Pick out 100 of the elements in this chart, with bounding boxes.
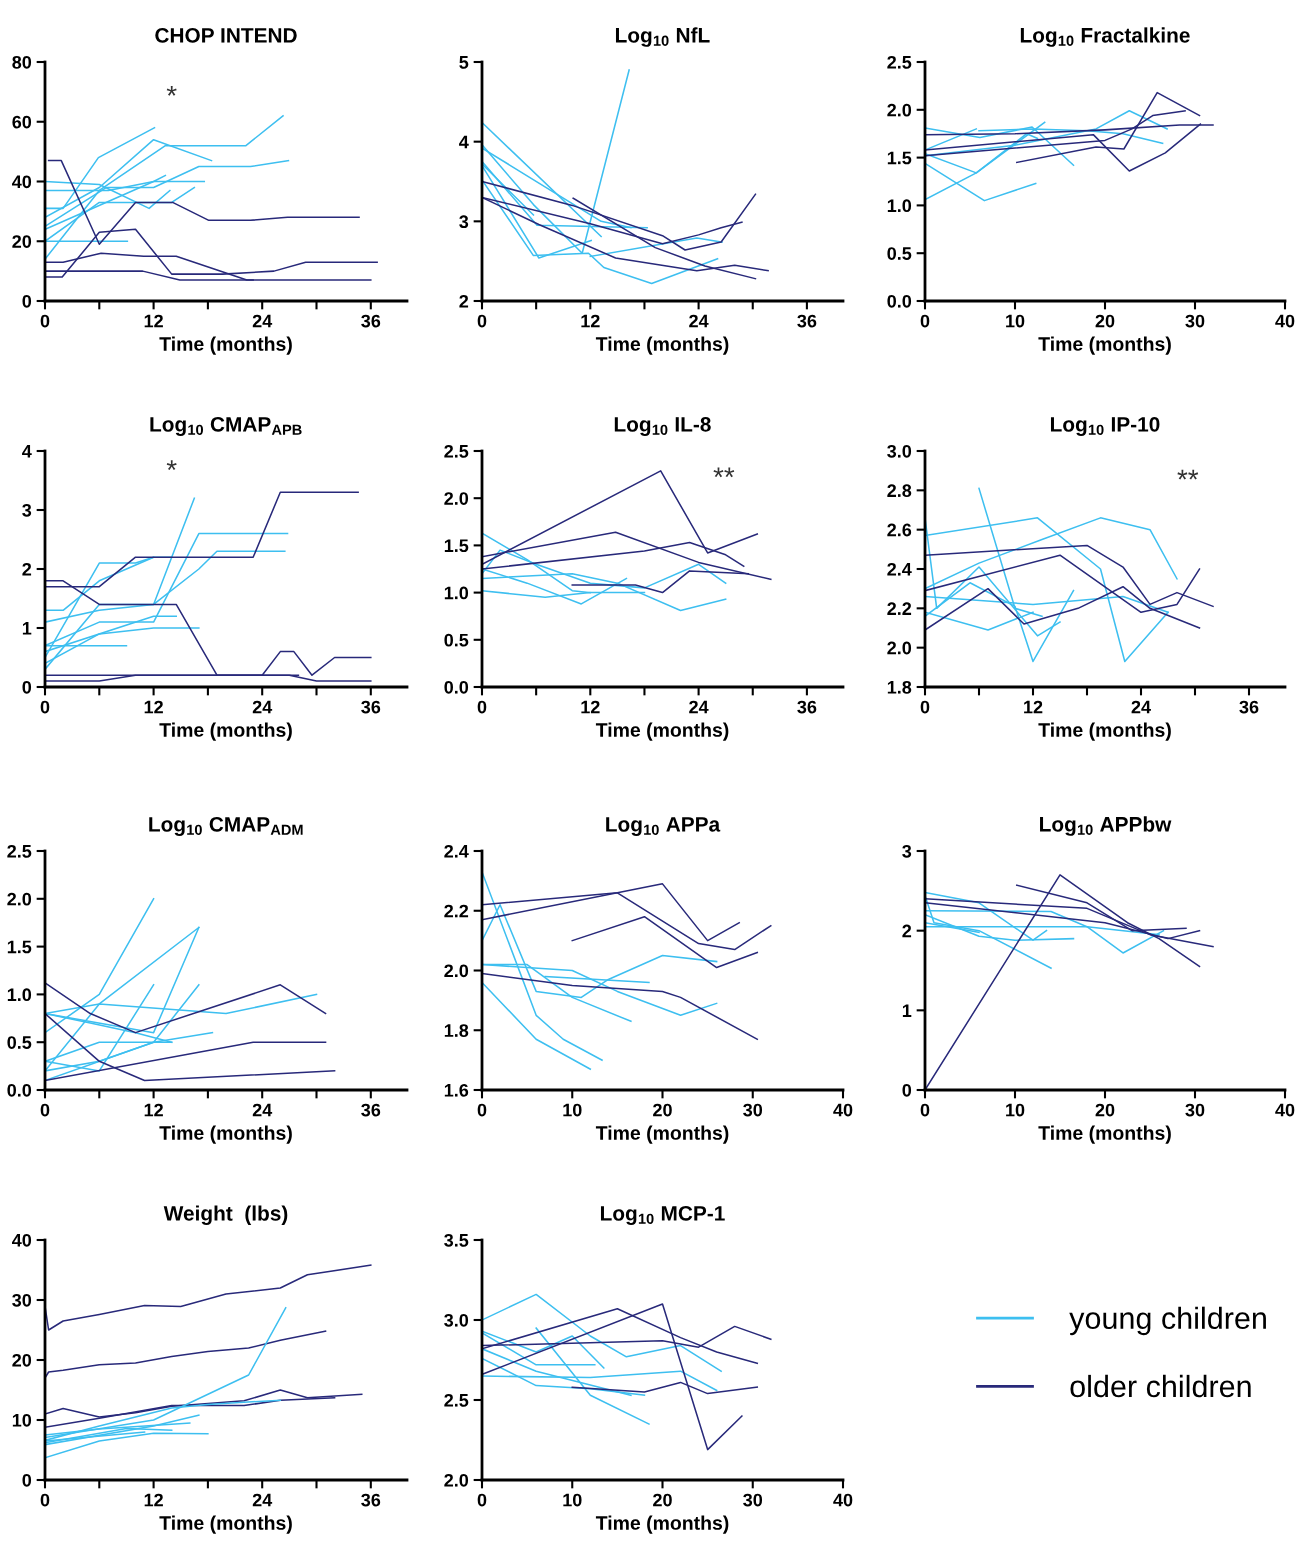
y-tick-label: 2.0 xyxy=(887,641,912,655)
y-tick-label: 1 xyxy=(22,622,32,635)
x-tick-label: 0 xyxy=(920,314,930,328)
x-tick-label: 10 xyxy=(1006,314,1025,328)
x-axis-title: Time (months) xyxy=(159,1125,292,1144)
y-tick-label: 1.5 xyxy=(887,151,912,165)
y-tick-label: 0 xyxy=(22,1473,32,1487)
y-tick-label: 2.0 xyxy=(7,892,32,906)
x-tick-label: 24 xyxy=(689,314,709,328)
x-tick-label: 12 xyxy=(144,1103,163,1117)
chart-title: Log$_{10}$ APPbw xyxy=(1040,816,1172,836)
chart-title: Log$_{10}$ NfL xyxy=(615,27,710,47)
x-tick-label: 24 xyxy=(689,700,709,714)
y-tick-label: 60 xyxy=(12,115,32,129)
y-tick-label: 1.8 xyxy=(887,680,912,694)
x-tick-label: 0 xyxy=(40,1103,50,1117)
y-tick-label: 1.0 xyxy=(887,199,912,213)
y-tick-label: 2.5 xyxy=(7,844,32,858)
x-tick-label: 12 xyxy=(144,314,163,328)
x-tick-label: 36 xyxy=(1239,700,1259,714)
x-tick-label: 36 xyxy=(361,700,381,714)
y-tick-label: 0 xyxy=(22,680,32,694)
x-axis-title: Time (months) xyxy=(595,1125,729,1144)
x-tick-label: 10 xyxy=(563,1493,582,1507)
x-tick-label: 0 xyxy=(40,1493,50,1507)
x-tick-label: 30 xyxy=(743,1493,763,1507)
y-tick-label: 2.5 xyxy=(887,55,912,69)
x-tick-label: 24 xyxy=(252,314,273,328)
x-tick-label: 12 xyxy=(1024,700,1043,714)
chart-title: Log$_{10}$ MCP-1 xyxy=(600,1205,725,1225)
y-tick-label: 2.0 xyxy=(444,492,469,505)
x-axis-title: Time (months) xyxy=(595,722,729,741)
y-tick-label: 1.8 xyxy=(444,1024,469,1037)
annotation: * xyxy=(166,85,177,96)
chart-title: CHOP INTEND xyxy=(155,28,297,43)
x-tick-label: 12 xyxy=(581,700,600,714)
y-tick-label: 4 xyxy=(459,135,469,149)
x-tick-label: 36 xyxy=(797,314,817,328)
x-tick-label: 20 xyxy=(653,1493,672,1507)
y-tick-label: 0.5 xyxy=(887,247,912,260)
y-tick-label: 3 xyxy=(902,844,912,858)
y-tick-label: 3.0 xyxy=(887,444,912,458)
y-tick-label: 20 xyxy=(12,1353,32,1367)
x-tick-label: 0 xyxy=(40,700,50,714)
x-tick-label: 0 xyxy=(40,314,50,328)
chart-title: Log$_{10}$ IP-10 xyxy=(1050,416,1160,436)
chart-title: Log$_{10}$ CMAP$_{ADM}$ xyxy=(149,816,303,836)
x-tick-label: 30 xyxy=(743,1103,763,1117)
x-tick-label: 40 xyxy=(833,1103,853,1117)
x-tick-label: 36 xyxy=(797,700,817,714)
y-tick-label: 2.8 xyxy=(887,484,912,498)
x-tick-label: 36 xyxy=(361,314,381,328)
x-tick-label: 0 xyxy=(920,700,930,714)
y-tick-label: 1.5 xyxy=(444,539,469,553)
legend-label: young children xyxy=(1069,1306,1266,1336)
y-tick-label: 2 xyxy=(459,294,469,308)
y-tick-label: 3 xyxy=(22,503,32,517)
x-tick-label: 10 xyxy=(563,1103,582,1117)
x-tick-label: 24 xyxy=(252,1103,273,1117)
y-tick-label: 2.6 xyxy=(887,523,912,537)
y-tick-label: 0.5 xyxy=(7,1036,32,1049)
x-axis-title: Time (months) xyxy=(595,336,729,355)
x-tick-label: 30 xyxy=(1185,314,1205,328)
x-tick-label: 40 xyxy=(1275,314,1295,328)
x-tick-label: 36 xyxy=(361,1103,381,1117)
y-tick-label: 2.5 xyxy=(444,444,469,458)
x-axis-title: Time (months) xyxy=(1038,336,1171,355)
y-tick-label: 40 xyxy=(12,1233,32,1247)
x-axis-title: Time (months) xyxy=(159,336,292,355)
y-tick-label: 3.5 xyxy=(444,1233,469,1247)
chart-title: Log$_{10}$ CMAP$_{APB}$ xyxy=(150,416,302,436)
y-tick-label: 2.2 xyxy=(887,602,912,615)
y-tick-label: 0.0 xyxy=(444,680,469,694)
y-tick-label: 0.5 xyxy=(444,633,469,647)
x-tick-label: 40 xyxy=(833,1493,853,1507)
annotation: ** xyxy=(1177,469,1199,480)
x-axis-title: Time (months) xyxy=(159,1515,292,1534)
x-axis-title: Time (months) xyxy=(1038,1125,1171,1144)
y-tick-label: 1.5 xyxy=(7,940,32,954)
x-tick-label: 36 xyxy=(361,1493,381,1507)
chart-title: Log$_{10}$ Fractalkine xyxy=(1020,27,1190,47)
y-tick-label: 2.0 xyxy=(444,964,469,978)
x-tick-label: 12 xyxy=(144,1493,163,1507)
y-tick-label: 3.0 xyxy=(444,1313,469,1327)
x-tick-label: 0 xyxy=(477,1103,487,1117)
x-tick-label: 12 xyxy=(581,314,600,328)
y-tick-label: 1.6 xyxy=(444,1083,469,1097)
y-tick-label: 5 xyxy=(459,56,469,69)
y-tick-label: 3 xyxy=(459,215,469,229)
x-tick-label: 0 xyxy=(477,1493,487,1507)
chart-title: Log$_{10}$ APPa xyxy=(606,817,721,836)
x-tick-label: 40 xyxy=(1275,1103,1295,1117)
x-axis-title: Time (months) xyxy=(595,1515,729,1534)
x-tick-label: 10 xyxy=(1006,1103,1025,1117)
y-tick-label: 2.4 xyxy=(887,562,912,576)
y-tick-label: 4 xyxy=(22,445,32,458)
y-tick-label: 40 xyxy=(12,175,32,189)
x-tick-label: 20 xyxy=(1095,314,1115,328)
y-tick-label: 2 xyxy=(22,562,32,576)
y-tick-label: 80 xyxy=(12,55,32,69)
